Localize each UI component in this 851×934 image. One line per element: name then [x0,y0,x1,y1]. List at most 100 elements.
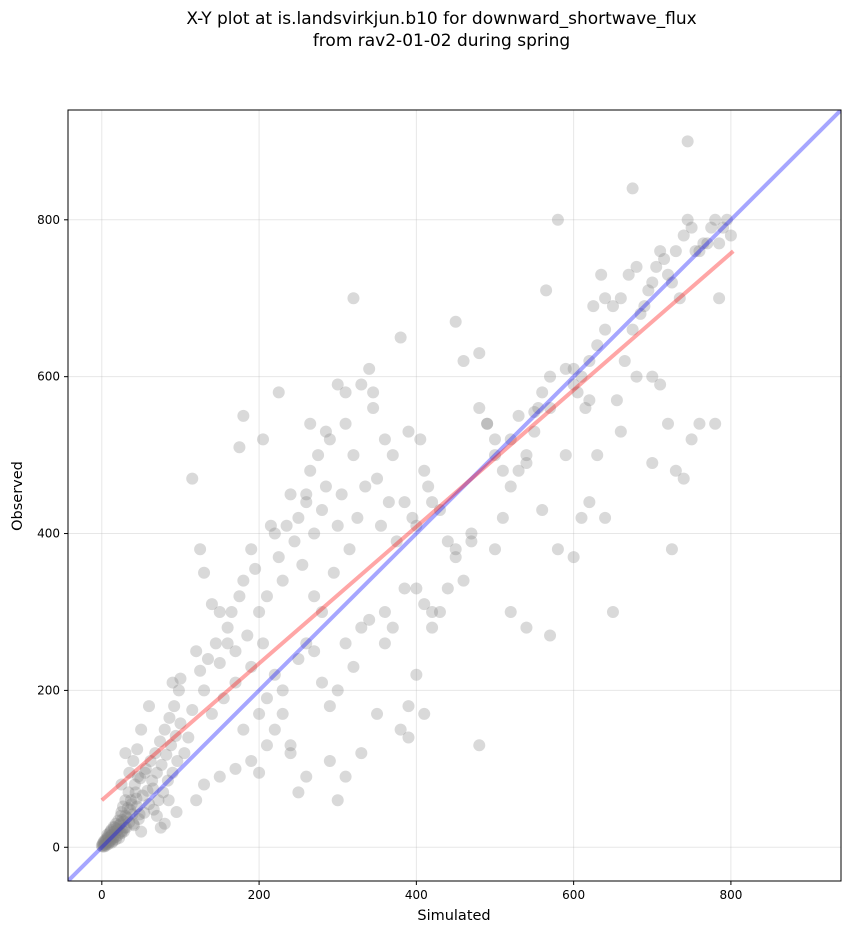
data-point [114,817,127,830]
data-point [347,660,360,673]
data-point [144,754,157,767]
data-point [717,221,730,234]
data-point [599,323,612,336]
data-point [112,814,125,827]
data-point [410,519,423,532]
data-point [194,543,207,556]
data-point [102,838,115,851]
data-point [276,574,289,587]
data-point [465,535,478,548]
data-point [724,229,737,242]
data-point [104,825,117,838]
data-point [166,766,179,779]
data-point [113,819,126,832]
data-point [161,774,174,787]
data-point [135,723,148,736]
data-point [304,417,317,430]
data-point [117,815,130,828]
data-point [410,668,423,681]
data-point [264,519,277,532]
x-tick-label: 800 [719,888,742,902]
data-point [134,772,147,785]
data-point [102,835,115,848]
data-point [109,833,122,846]
data-point [677,229,690,242]
data-point [426,605,439,618]
data-point [720,213,733,226]
data-point [141,784,154,797]
chart-title-line-1: X-Y plot at is.landsvirkjun.b10 for down… [186,9,697,29]
data-point [457,354,470,367]
data-point [402,731,415,744]
x-tick-label: 0 [98,888,106,902]
data-point [713,237,726,250]
data-point [172,684,185,697]
data-point [260,692,273,705]
data-point [347,292,360,305]
data-point [194,664,207,677]
data-point [257,637,270,650]
data-point [661,417,674,430]
data-point [540,284,553,297]
data-point [138,806,151,819]
data-point [201,653,214,666]
data-point [162,794,175,807]
data-point [98,840,111,853]
data-point [292,511,305,524]
data-point [115,805,128,818]
data-point [101,828,114,841]
data-point [488,433,501,446]
data-point [665,543,678,556]
data-point [701,237,714,250]
data-point [171,754,184,767]
data-point [276,707,289,720]
data-point [174,672,187,685]
data-point [355,378,368,391]
data-point [103,827,116,840]
data-point [626,323,639,336]
data-point [116,813,129,826]
data-point [374,519,387,532]
data-point [528,405,541,418]
data-point [284,488,297,501]
data-point [449,315,462,328]
data-point [457,574,470,587]
data-point [122,786,135,799]
data-point [142,798,155,811]
data-point [339,417,352,430]
data-point [520,456,533,469]
data-point [504,433,517,446]
data-point [225,605,238,618]
data-point [323,700,336,713]
data-point [567,378,580,391]
data-point [104,834,117,847]
data-point [190,645,203,658]
data-point [697,237,710,250]
data-point [142,700,155,713]
data-point [355,621,368,634]
data-point [118,821,131,834]
data-point [532,402,545,415]
ticks-layer: 0 200 400 600 800 0 200 400 600 800 [37,213,742,902]
data-point [551,543,564,556]
data-point [260,739,273,752]
data-point [97,836,110,849]
data-point [245,754,258,767]
data-point [152,794,165,807]
data-point [113,826,126,839]
data-point [544,402,557,415]
data-point [108,825,121,838]
data-point [237,574,250,587]
data-point [669,245,682,258]
data-point [402,700,415,713]
data-point [536,504,549,517]
data-point [110,822,123,835]
data-point [186,704,199,717]
data-point [394,331,407,344]
data-point [166,676,179,689]
data-point [95,839,108,852]
data-point [665,276,678,289]
data-point [433,605,446,618]
data-point [673,292,686,305]
data-point [100,837,113,850]
